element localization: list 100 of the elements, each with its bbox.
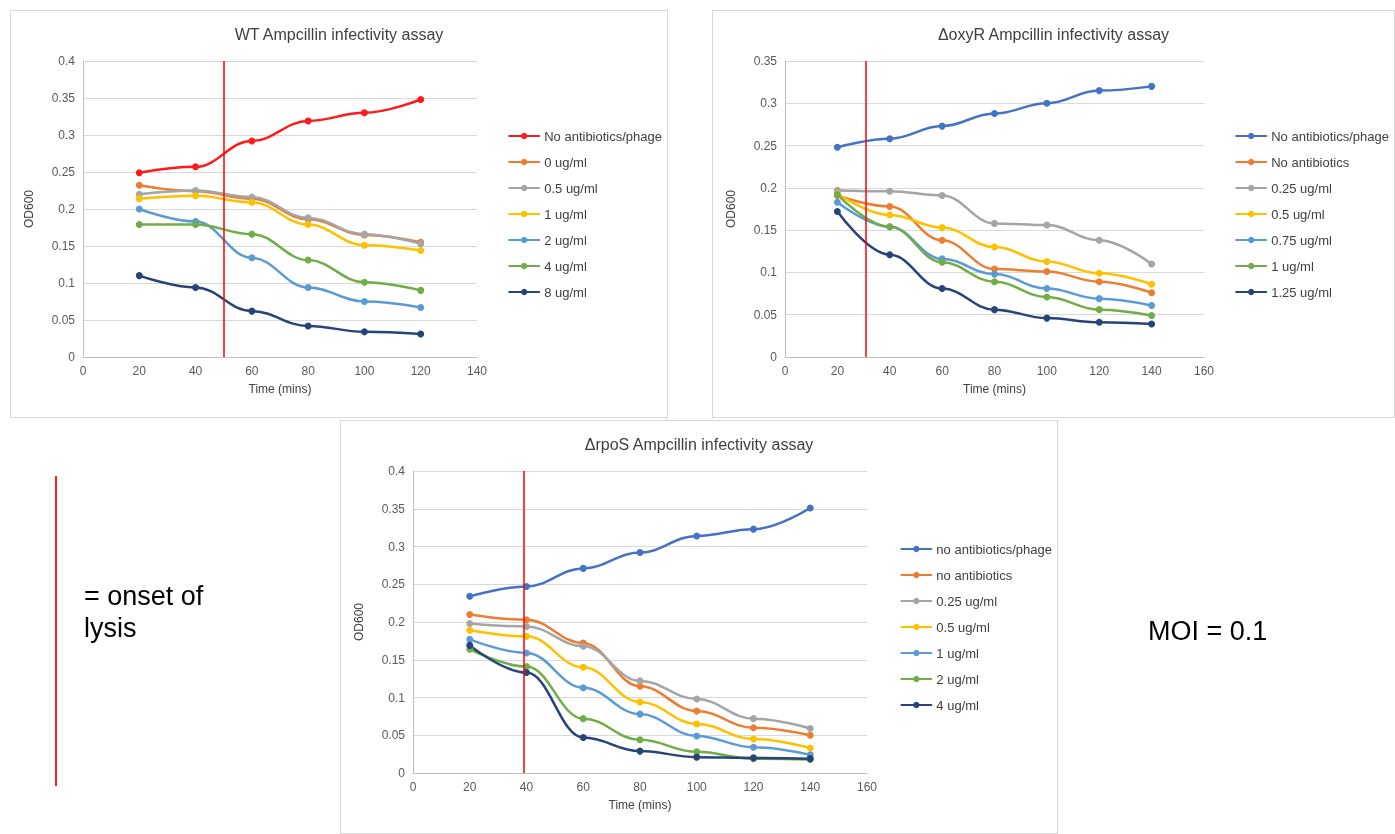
text: = onset of lysis: [84, 580, 205, 644]
x-tick-label: 80: [987, 364, 1002, 378]
point: [135, 195, 143, 203]
point: [192, 192, 200, 200]
point: [360, 109, 368, 117]
point: [1148, 312, 1156, 320]
point: [806, 731, 814, 739]
x-tick-label: 80: [301, 364, 316, 378]
point: [1043, 268, 1051, 276]
point: [304, 283, 312, 291]
legend-label: 0.5 ug/ml: [1271, 206, 1325, 222]
point: [135, 181, 143, 189]
y-tick-label: 0.35: [51, 91, 76, 105]
x-axis-title: Time (mins): [248, 382, 312, 396]
point: [360, 298, 368, 305]
legend-label: 0.75 ug/ml: [1271, 232, 1333, 248]
point: [693, 532, 701, 540]
point: [1043, 293, 1051, 301]
legend-label: 1 ug/ml: [1271, 258, 1314, 274]
point: [417, 330, 425, 338]
legend-label: 0.5 ug/ml: [936, 619, 990, 635]
point: [466, 592, 474, 600]
text: MOI = 0.1: [1148, 615, 1268, 647]
point: [833, 208, 841, 216]
y-tick-label: 0.2: [388, 615, 406, 629]
point: [1148, 82, 1156, 90]
point: [417, 95, 425, 103]
point: [693, 753, 701, 761]
point: [248, 307, 256, 315]
x-tick-label: 0: [79, 364, 87, 378]
point: [1148, 320, 1156, 328]
point: [1148, 260, 1156, 268]
point: [579, 734, 587, 742]
point: [750, 724, 757, 732]
point: [248, 137, 256, 145]
legend-label: 2 ug/ml: [936, 671, 980, 687]
x-tick-label: 120: [1089, 364, 1110, 378]
point: [1095, 278, 1103, 286]
y-axis-title: OD600: [724, 189, 738, 229]
y-axis-title: OD600: [352, 602, 366, 642]
point: [750, 715, 757, 723]
legend-label: 1 ug/ml: [936, 645, 980, 661]
y-tick-label: 0.05: [753, 307, 778, 322]
point: [1148, 301, 1156, 309]
point: [886, 211, 894, 219]
x-tick-label: 100: [354, 364, 375, 378]
point: [1043, 314, 1051, 322]
point: [304, 221, 312, 229]
x-tick-label: 60: [935, 364, 950, 378]
legend-label: 8 ug/ml: [544, 284, 587, 300]
point: [1043, 257, 1051, 265]
point: [1095, 87, 1103, 95]
x-tick-label: 20: [830, 364, 845, 378]
point: [833, 198, 841, 206]
point: [991, 243, 998, 251]
point: [886, 251, 894, 259]
point: [806, 504, 814, 512]
point: [991, 109, 998, 117]
point: [938, 191, 946, 199]
point: [693, 707, 701, 715]
point: [466, 641, 474, 649]
y-tick-label: 0.4: [58, 54, 76, 68]
legend-label: 1.25 ug/ml: [1271, 284, 1333, 300]
x-axis-title: Time (mins): [963, 382, 1026, 396]
y-tick-label: 0.35: [381, 501, 406, 516]
point: [304, 322, 312, 330]
point: [991, 278, 998, 286]
point: [417, 286, 425, 294]
y-tick-label: 0.15: [753, 223, 778, 238]
point: [636, 736, 644, 744]
point: [938, 285, 946, 292]
point: [192, 283, 200, 291]
x-tick-label: 160: [856, 780, 878, 794]
legend-label: No antibiotics/phage: [1271, 128, 1390, 144]
y-tick-label: 0.35: [753, 54, 778, 68]
x-tick-label: 140: [1141, 364, 1162, 378]
chart-title: ΔrpoS Ampcillin infectivity assay: [584, 435, 814, 453]
point: [886, 135, 894, 143]
x-tick-label: 0: [781, 364, 789, 378]
y-tick-label: 0.2: [760, 180, 778, 195]
point: [1148, 289, 1156, 297]
y-tick-label: 0.15: [51, 239, 76, 253]
y-tick-label: 0.3: [760, 96, 778, 111]
point: [135, 169, 143, 177]
y-tick-label: 0.15: [381, 652, 406, 667]
x-tick-label: 120: [743, 780, 764, 794]
point: [806, 744, 814, 752]
y-tick-label: 0.1: [58, 276, 76, 290]
x-tick-label: 140: [466, 364, 488, 378]
y-tick-label: 0: [770, 350, 778, 364]
point: [304, 117, 312, 125]
point: [886, 202, 894, 210]
point: [579, 663, 587, 671]
point: [417, 303, 425, 311]
y-tick-label: 0.3: [388, 539, 406, 554]
x-tick-label: 20: [463, 780, 477, 794]
x-tick-label: 40: [188, 364, 203, 378]
point: [693, 732, 701, 740]
y-tick-label: 0.3: [58, 128, 76, 142]
y-tick-label: 0.25: [753, 138, 778, 153]
